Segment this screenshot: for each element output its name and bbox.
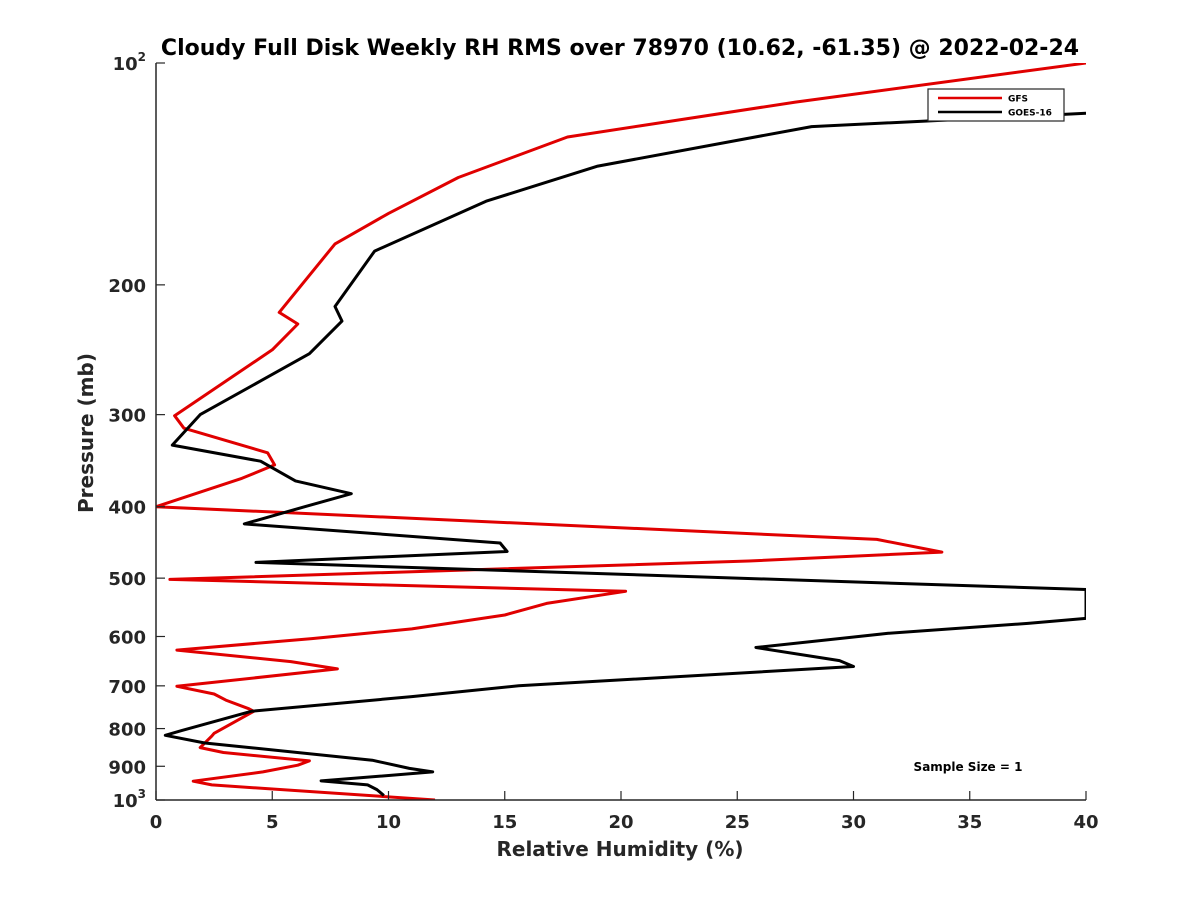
y-tick-label: 900	[108, 757, 146, 778]
legend-label-goes-16: GOES-16	[1008, 109, 1052, 119]
legend: GFS GOES-16	[927, 88, 1065, 122]
series-line-gfs	[156, 63, 1086, 800]
x-tick-label: 10	[376, 812, 401, 833]
y-tick-label: 700	[108, 677, 146, 698]
y-tick-label: 500	[108, 569, 146, 590]
x-tick-label: 15	[492, 812, 517, 833]
x-tick-label: 25	[725, 812, 750, 833]
y-tick-label: 200	[108, 276, 146, 297]
plot-area: 0 5 10 15 20 25 30 35 40 102 200 300 400 500 600 700 800…	[108, 50, 1098, 833]
x-tick-label: 35	[957, 812, 982, 833]
y-tick-label: 300	[108, 406, 146, 427]
x-tick-label: 30	[841, 812, 866, 833]
x-tick-label: 40	[1073, 812, 1098, 833]
y-tick-label: 103	[113, 787, 146, 812]
y-axis-label: Pressure (mb)	[74, 353, 98, 513]
x-axis-label: Relative Humidity (%)	[496, 837, 743, 861]
legend-box	[927, 88, 1065, 122]
y-tick-label: 400	[108, 498, 146, 519]
y-tick-label: 600	[108, 627, 146, 648]
y-tick-label: 102	[113, 50, 146, 75]
sample-size-annotation: Sample Size = 1	[914, 760, 1023, 774]
legend-label-gfs: GFS	[1008, 95, 1028, 105]
x-tick-label: 0	[150, 812, 163, 833]
x-tick-label: 5	[266, 812, 279, 833]
series-line-goes-16	[163, 111, 1086, 797]
y-tick-label: 800	[108, 720, 146, 741]
x-tick-label: 20	[608, 812, 633, 833]
chart-title: Cloudy Full Disk Weekly RH RMS over 7897…	[161, 36, 1079, 61]
